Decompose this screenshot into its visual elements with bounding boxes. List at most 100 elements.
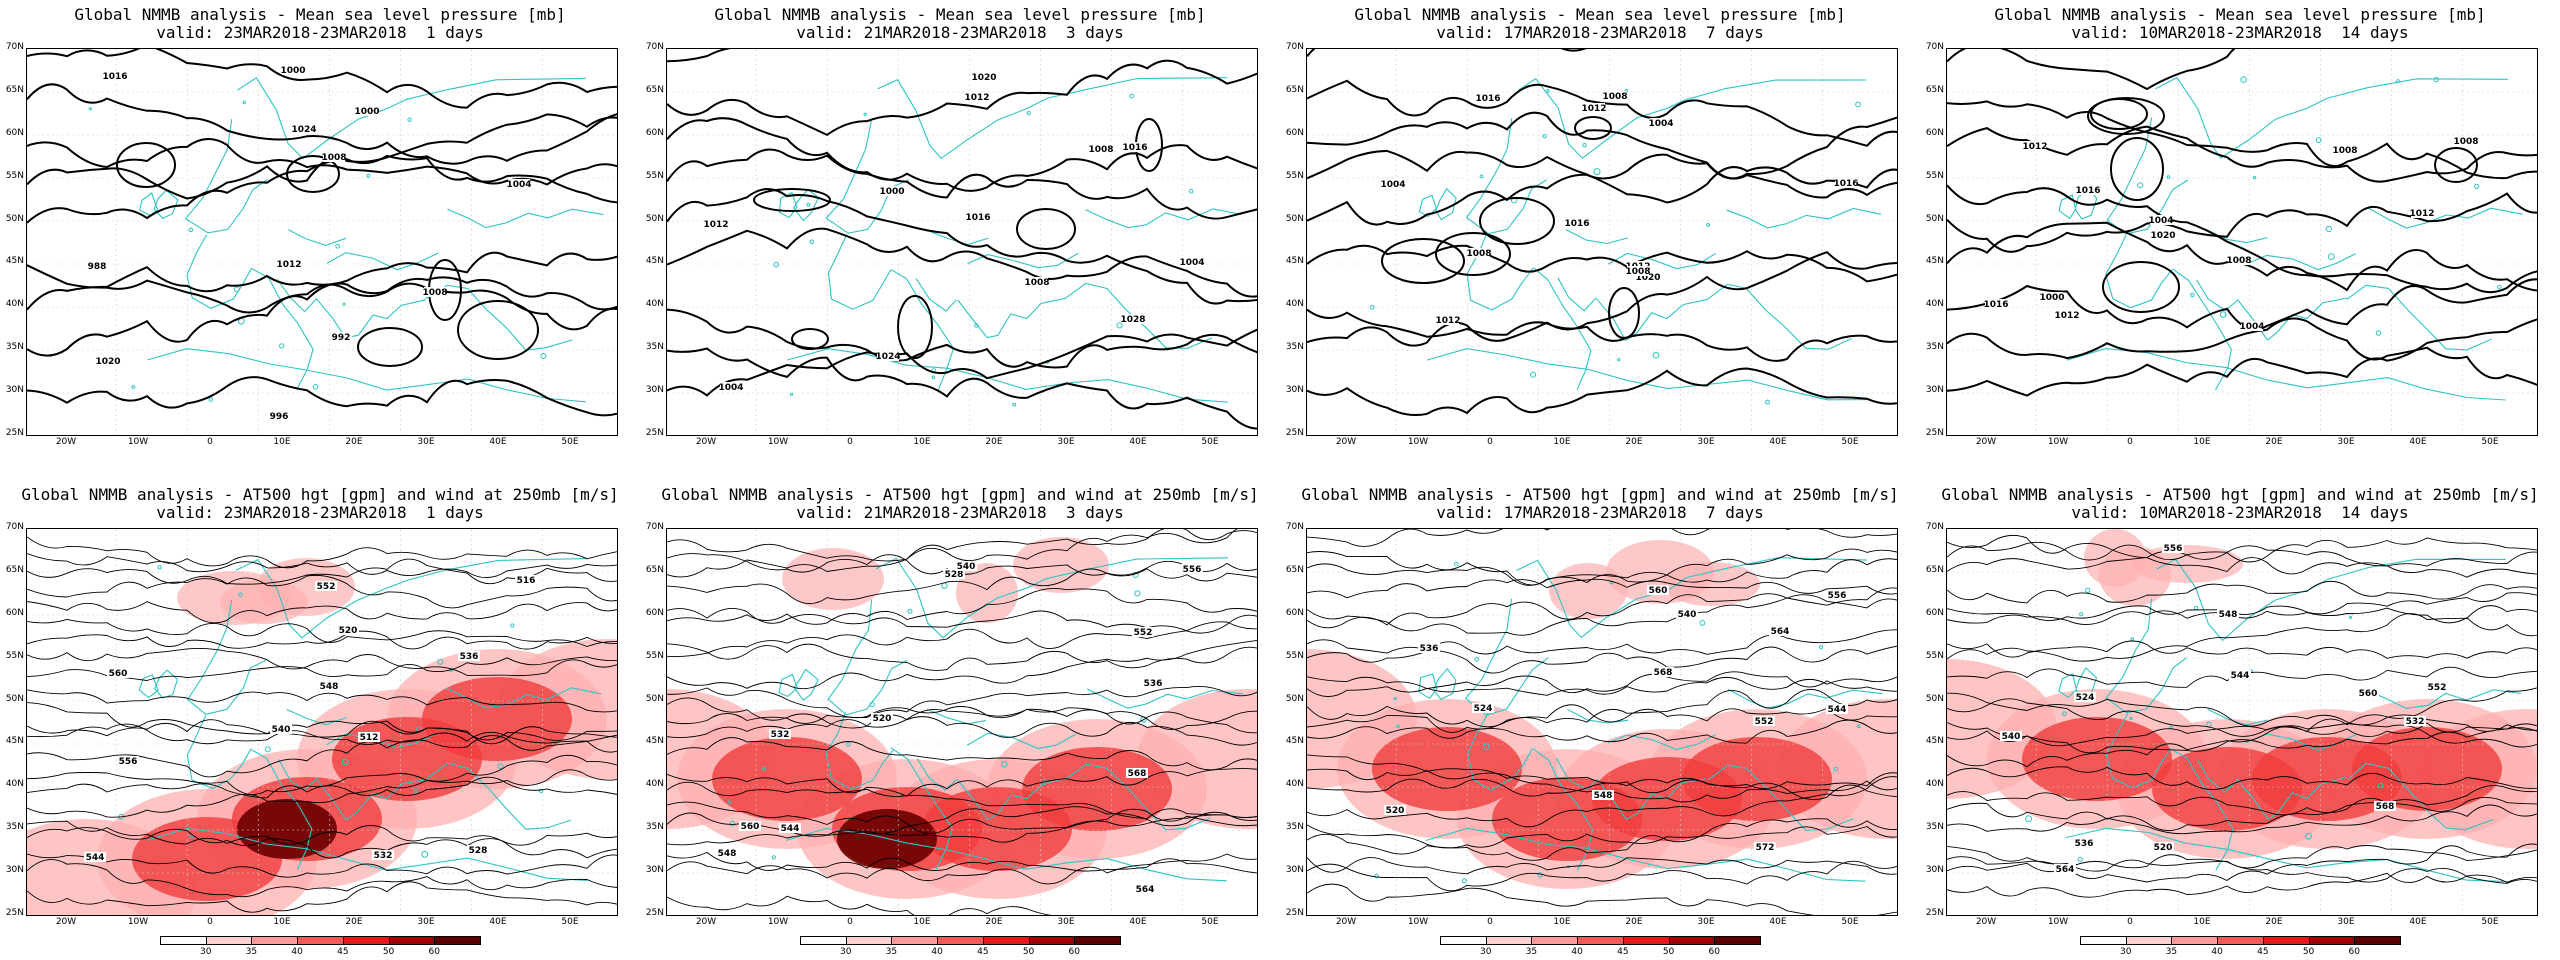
longitude-label: 20E <box>985 437 1003 447</box>
isobar <box>27 853 617 878</box>
panel-title-line: Global NMMB analysis - Mean sea level pr… <box>1994 5 2486 24</box>
latitude-label: 65N <box>1285 84 1304 95</box>
contour-label: 560 <box>741 822 760 832</box>
coastline <box>2065 827 2508 883</box>
coastline <box>2085 587 2091 593</box>
isobar <box>1307 688 1897 728</box>
isobar <box>27 154 617 224</box>
latitude-label: 55N <box>645 650 664 661</box>
coastline <box>146 827 588 881</box>
latitude-label: 30N <box>1285 865 1304 876</box>
coastline <box>154 669 179 699</box>
contour-label-bg <box>2404 716 2426 726</box>
latitude-label: 60N <box>645 127 664 138</box>
isobar <box>667 639 1257 690</box>
pressure-center-contour <box>1608 287 1640 339</box>
colorbar-segment <box>1714 936 1761 945</box>
coastline <box>2315 137 2322 144</box>
isobar <box>1307 149 1897 204</box>
isobar <box>1947 537 2537 572</box>
contour-label: 540 <box>272 725 291 735</box>
coastline <box>1425 827 1866 882</box>
colorbar-tick: 50 <box>1022 947 1035 957</box>
contour-label: 568 <box>1654 668 1673 678</box>
coastline <box>2074 187 2098 220</box>
contour-label-bg <box>2229 670 2251 680</box>
contour-label-bg <box>268 411 290 421</box>
contour-label-bg <box>1142 678 1164 688</box>
coastline <box>2366 689 2522 709</box>
coastline <box>138 674 159 699</box>
contour-label: 1012 <box>964 93 989 103</box>
contour-label-bg <box>2241 321 2263 331</box>
longitude-label: 0 <box>2127 437 2133 447</box>
coastline <box>88 107 92 111</box>
contour-label-bg <box>2041 292 2063 302</box>
coastline <box>729 820 736 827</box>
contour-label-bg <box>278 259 300 269</box>
contour-label: 1008 <box>2226 256 2251 266</box>
longitude-label: 0 <box>207 917 213 927</box>
isobar <box>667 529 1257 562</box>
isobar <box>667 568 1257 604</box>
contour-label-bg <box>1647 585 1669 595</box>
pressure-center-contour <box>286 155 340 193</box>
contour-label-bg <box>293 124 315 134</box>
longitude-label: 40E <box>2409 917 2427 927</box>
contour-label: 1008 <box>1024 278 1049 288</box>
isobar <box>667 697 1257 734</box>
pressure-center-contour <box>1435 232 1511 276</box>
isobar <box>1947 49 2236 91</box>
colorbar-tick: 35 <box>1525 947 1538 957</box>
colorbar-segment <box>1028 936 1076 945</box>
latitude-label: 55N <box>1925 650 1944 661</box>
coastline <box>926 708 987 725</box>
coastline <box>1467 712 1533 791</box>
coastline <box>425 284 573 351</box>
coastline <box>1026 111 1031 116</box>
latitude-label: 35N <box>1925 822 1944 833</box>
contour-label: 544 <box>86 853 105 863</box>
longitude-label: 50E <box>561 917 579 927</box>
isobar <box>667 767 1257 797</box>
latitude-label: 45N <box>1925 256 1944 267</box>
map-area: 532 536 540 544 548 552 556 560 564 568 520 524 <box>1946 528 2538 916</box>
isobar <box>1307 857 1897 875</box>
coastline <box>2105 598 2187 714</box>
contour-label-bg <box>2426 682 2448 692</box>
longitude-label: 30E <box>1697 917 1715 927</box>
contour-label: 1016 <box>1122 143 1147 153</box>
contour-label: 1016 <box>965 213 990 223</box>
coastline <box>186 234 253 310</box>
colorbar-segment <box>982 936 1030 945</box>
contour-label: 1008 <box>2453 137 2478 147</box>
coastline <box>2497 284 2502 290</box>
isobar <box>27 276 617 357</box>
longitude-label: 50E <box>1201 917 1219 927</box>
isobar <box>1307 671 1897 694</box>
coastline <box>312 384 319 390</box>
coastline <box>421 850 429 858</box>
contour-label-bg <box>1604 91 1626 101</box>
isobar <box>27 723 617 753</box>
coastline <box>1856 724 1861 729</box>
colorbar-segment <box>388 936 436 945</box>
contour-label: 520 <box>339 626 358 636</box>
contour-label-bg <box>871 713 893 723</box>
longitude-label: 50E <box>2481 437 2499 447</box>
contour-label-bg <box>356 106 378 116</box>
isobar <box>1947 534 2537 575</box>
panel-title: Global NMMB analysis - Mean sea level pr… <box>640 6 1280 42</box>
isobar <box>667 851 1257 874</box>
isobar <box>1947 845 2537 872</box>
coastline <box>1067 763 1211 831</box>
isobar <box>1307 79 1897 147</box>
wind-height-map-panel: Global NMMB analysis - AT500 hgt [gpm] a… <box>1280 480 1920 960</box>
isobar <box>667 686 1257 725</box>
contour-label-bg <box>515 575 537 585</box>
contour-label: 532 <box>2406 717 2425 727</box>
coastline <box>1532 748 1594 871</box>
coastline <box>186 599 267 716</box>
coastline <box>335 243 341 249</box>
longitude-label: 20E <box>1625 917 1643 927</box>
